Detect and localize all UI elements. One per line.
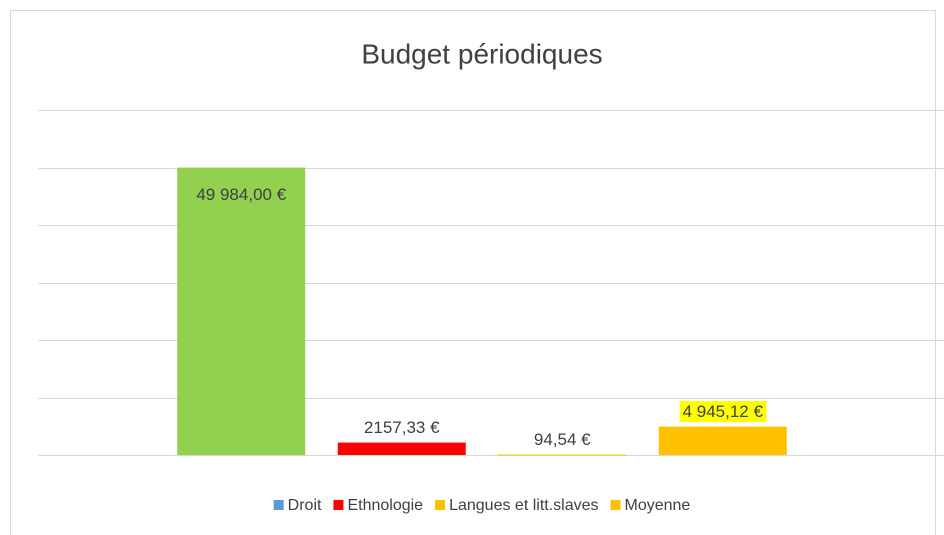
legend-label: Langues et litt.slaves xyxy=(449,497,598,514)
legend-label: Droit xyxy=(288,497,322,514)
data-label: 49 984,00 € xyxy=(196,185,286,204)
data-label: 4 945,12 € xyxy=(683,402,764,421)
label-highlight xyxy=(679,401,767,423)
data-label: 94,54 € xyxy=(534,430,591,449)
legend-swatch xyxy=(273,500,284,510)
legend-swatch xyxy=(435,500,446,510)
chart-title: Budget périodiques xyxy=(361,38,602,69)
legend-label: Ethnologie xyxy=(347,497,423,514)
chart-frame xyxy=(10,10,936,535)
bar xyxy=(658,426,787,455)
data-label: 2157,33 € xyxy=(364,418,440,437)
legend-swatch xyxy=(333,500,344,510)
legend-label: Moyenne xyxy=(625,497,691,514)
legend-swatch xyxy=(610,500,621,510)
bar xyxy=(177,167,306,456)
bar xyxy=(337,442,466,455)
bar xyxy=(498,454,627,456)
